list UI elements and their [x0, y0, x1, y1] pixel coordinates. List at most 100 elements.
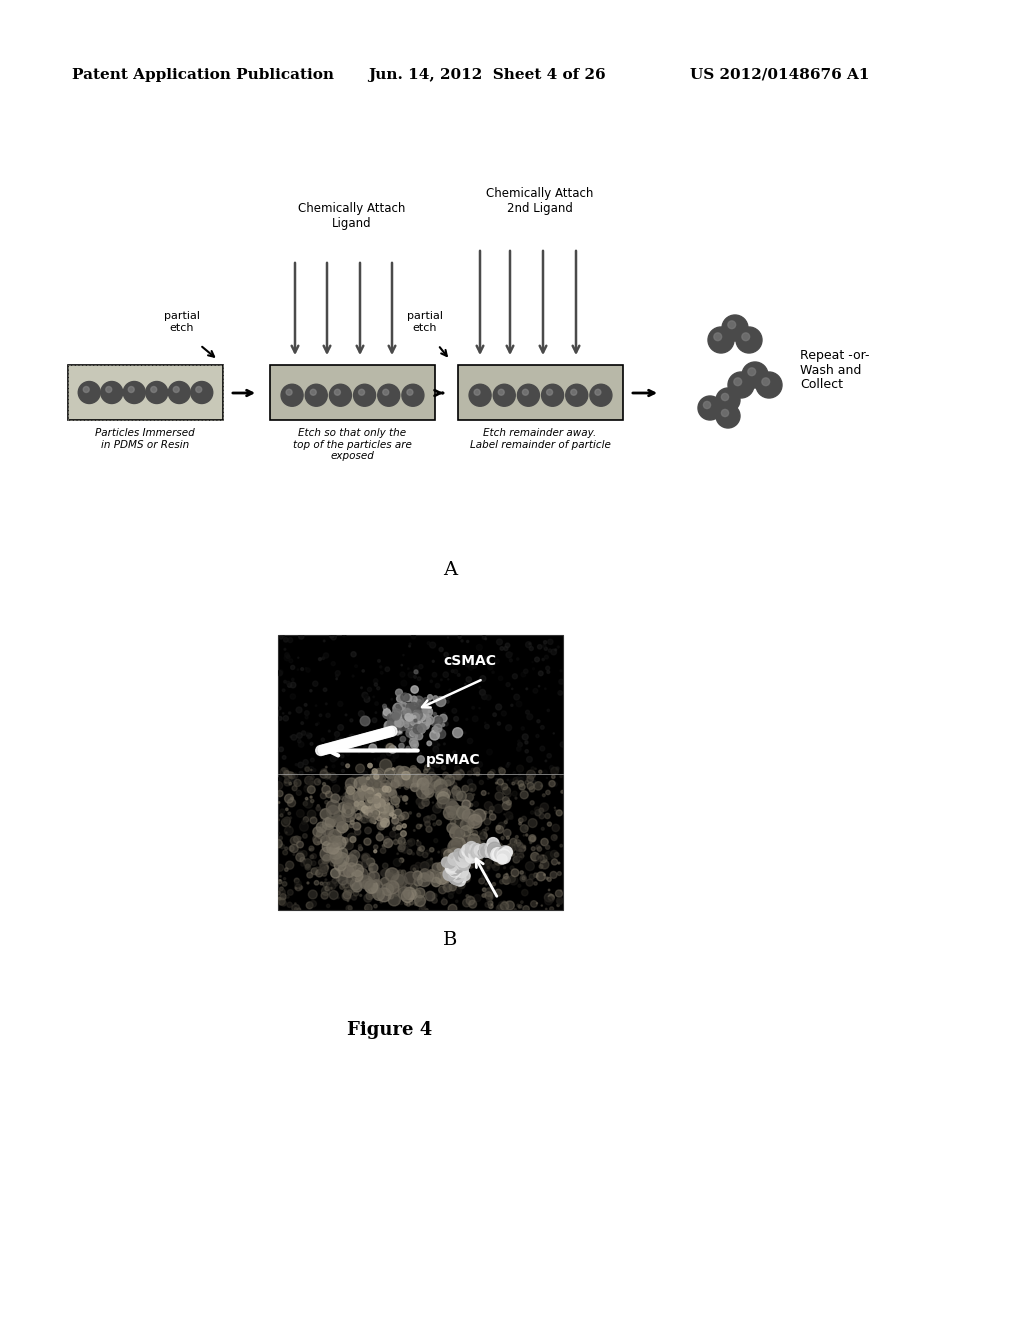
Circle shape [478, 830, 483, 836]
Circle shape [468, 834, 480, 846]
Circle shape [338, 875, 348, 884]
Circle shape [415, 903, 417, 906]
Circle shape [417, 787, 429, 799]
Circle shape [470, 843, 479, 853]
Circle shape [123, 381, 145, 404]
Circle shape [382, 787, 388, 792]
Text: Figure 4: Figure 4 [347, 1020, 432, 1039]
Circle shape [543, 793, 545, 797]
Circle shape [401, 709, 412, 718]
Circle shape [345, 803, 351, 810]
Circle shape [379, 879, 380, 880]
Circle shape [447, 812, 454, 817]
Circle shape [506, 902, 514, 909]
Circle shape [430, 642, 435, 648]
Circle shape [331, 793, 340, 803]
Circle shape [374, 880, 380, 887]
Circle shape [530, 810, 534, 814]
Circle shape [375, 730, 385, 739]
Circle shape [351, 895, 356, 900]
Circle shape [536, 734, 539, 738]
Text: A: A [443, 561, 457, 579]
Circle shape [438, 777, 444, 784]
Circle shape [284, 638, 288, 642]
Circle shape [297, 908, 301, 911]
Circle shape [284, 779, 291, 785]
Circle shape [342, 801, 355, 814]
Circle shape [190, 381, 213, 404]
Circle shape [399, 814, 404, 820]
Circle shape [321, 866, 328, 874]
Circle shape [721, 409, 729, 417]
Circle shape [360, 686, 362, 689]
Circle shape [301, 862, 304, 866]
Circle shape [307, 882, 309, 884]
Circle shape [379, 800, 386, 807]
Circle shape [458, 635, 461, 639]
Circle shape [498, 851, 510, 863]
Circle shape [351, 870, 362, 882]
Circle shape [413, 702, 418, 709]
Circle shape [502, 801, 511, 810]
Circle shape [373, 796, 380, 804]
Circle shape [461, 825, 471, 837]
Circle shape [560, 845, 562, 847]
Circle shape [393, 858, 401, 866]
Circle shape [406, 780, 414, 788]
Circle shape [547, 878, 551, 882]
Circle shape [337, 896, 339, 899]
Circle shape [395, 723, 401, 729]
Circle shape [407, 735, 413, 742]
Circle shape [360, 810, 367, 816]
Circle shape [414, 696, 424, 706]
Circle shape [492, 865, 496, 869]
Circle shape [385, 873, 394, 882]
Circle shape [305, 767, 309, 771]
Circle shape [473, 809, 485, 822]
Circle shape [510, 838, 517, 845]
Circle shape [411, 721, 416, 727]
Circle shape [385, 842, 387, 843]
Circle shape [385, 807, 388, 810]
Circle shape [408, 883, 410, 884]
Circle shape [335, 853, 349, 866]
Circle shape [378, 801, 380, 803]
Circle shape [548, 639, 553, 644]
Circle shape [414, 830, 415, 832]
Circle shape [354, 801, 358, 807]
Circle shape [326, 713, 330, 718]
Circle shape [392, 709, 400, 718]
Circle shape [391, 783, 394, 787]
Circle shape [285, 652, 289, 657]
Circle shape [456, 863, 462, 869]
Circle shape [466, 816, 474, 824]
Circle shape [308, 767, 314, 772]
Circle shape [338, 871, 347, 879]
Circle shape [560, 775, 562, 777]
Circle shape [487, 843, 502, 858]
Circle shape [443, 672, 449, 677]
Circle shape [555, 890, 562, 898]
Circle shape [326, 704, 328, 705]
Circle shape [292, 904, 300, 912]
Circle shape [330, 859, 337, 866]
Circle shape [456, 829, 464, 837]
Circle shape [412, 714, 416, 718]
Circle shape [505, 801, 511, 808]
Circle shape [412, 726, 417, 731]
Circle shape [410, 738, 418, 746]
Circle shape [414, 709, 423, 718]
Circle shape [321, 818, 324, 820]
Circle shape [282, 768, 286, 771]
Circle shape [288, 799, 296, 807]
Circle shape [283, 635, 285, 638]
Circle shape [408, 714, 412, 718]
Circle shape [327, 805, 340, 818]
Circle shape [476, 772, 479, 776]
Circle shape [407, 711, 415, 721]
Circle shape [470, 833, 471, 836]
Circle shape [350, 719, 353, 722]
Circle shape [497, 849, 510, 862]
Circle shape [451, 866, 459, 874]
Circle shape [543, 644, 546, 648]
